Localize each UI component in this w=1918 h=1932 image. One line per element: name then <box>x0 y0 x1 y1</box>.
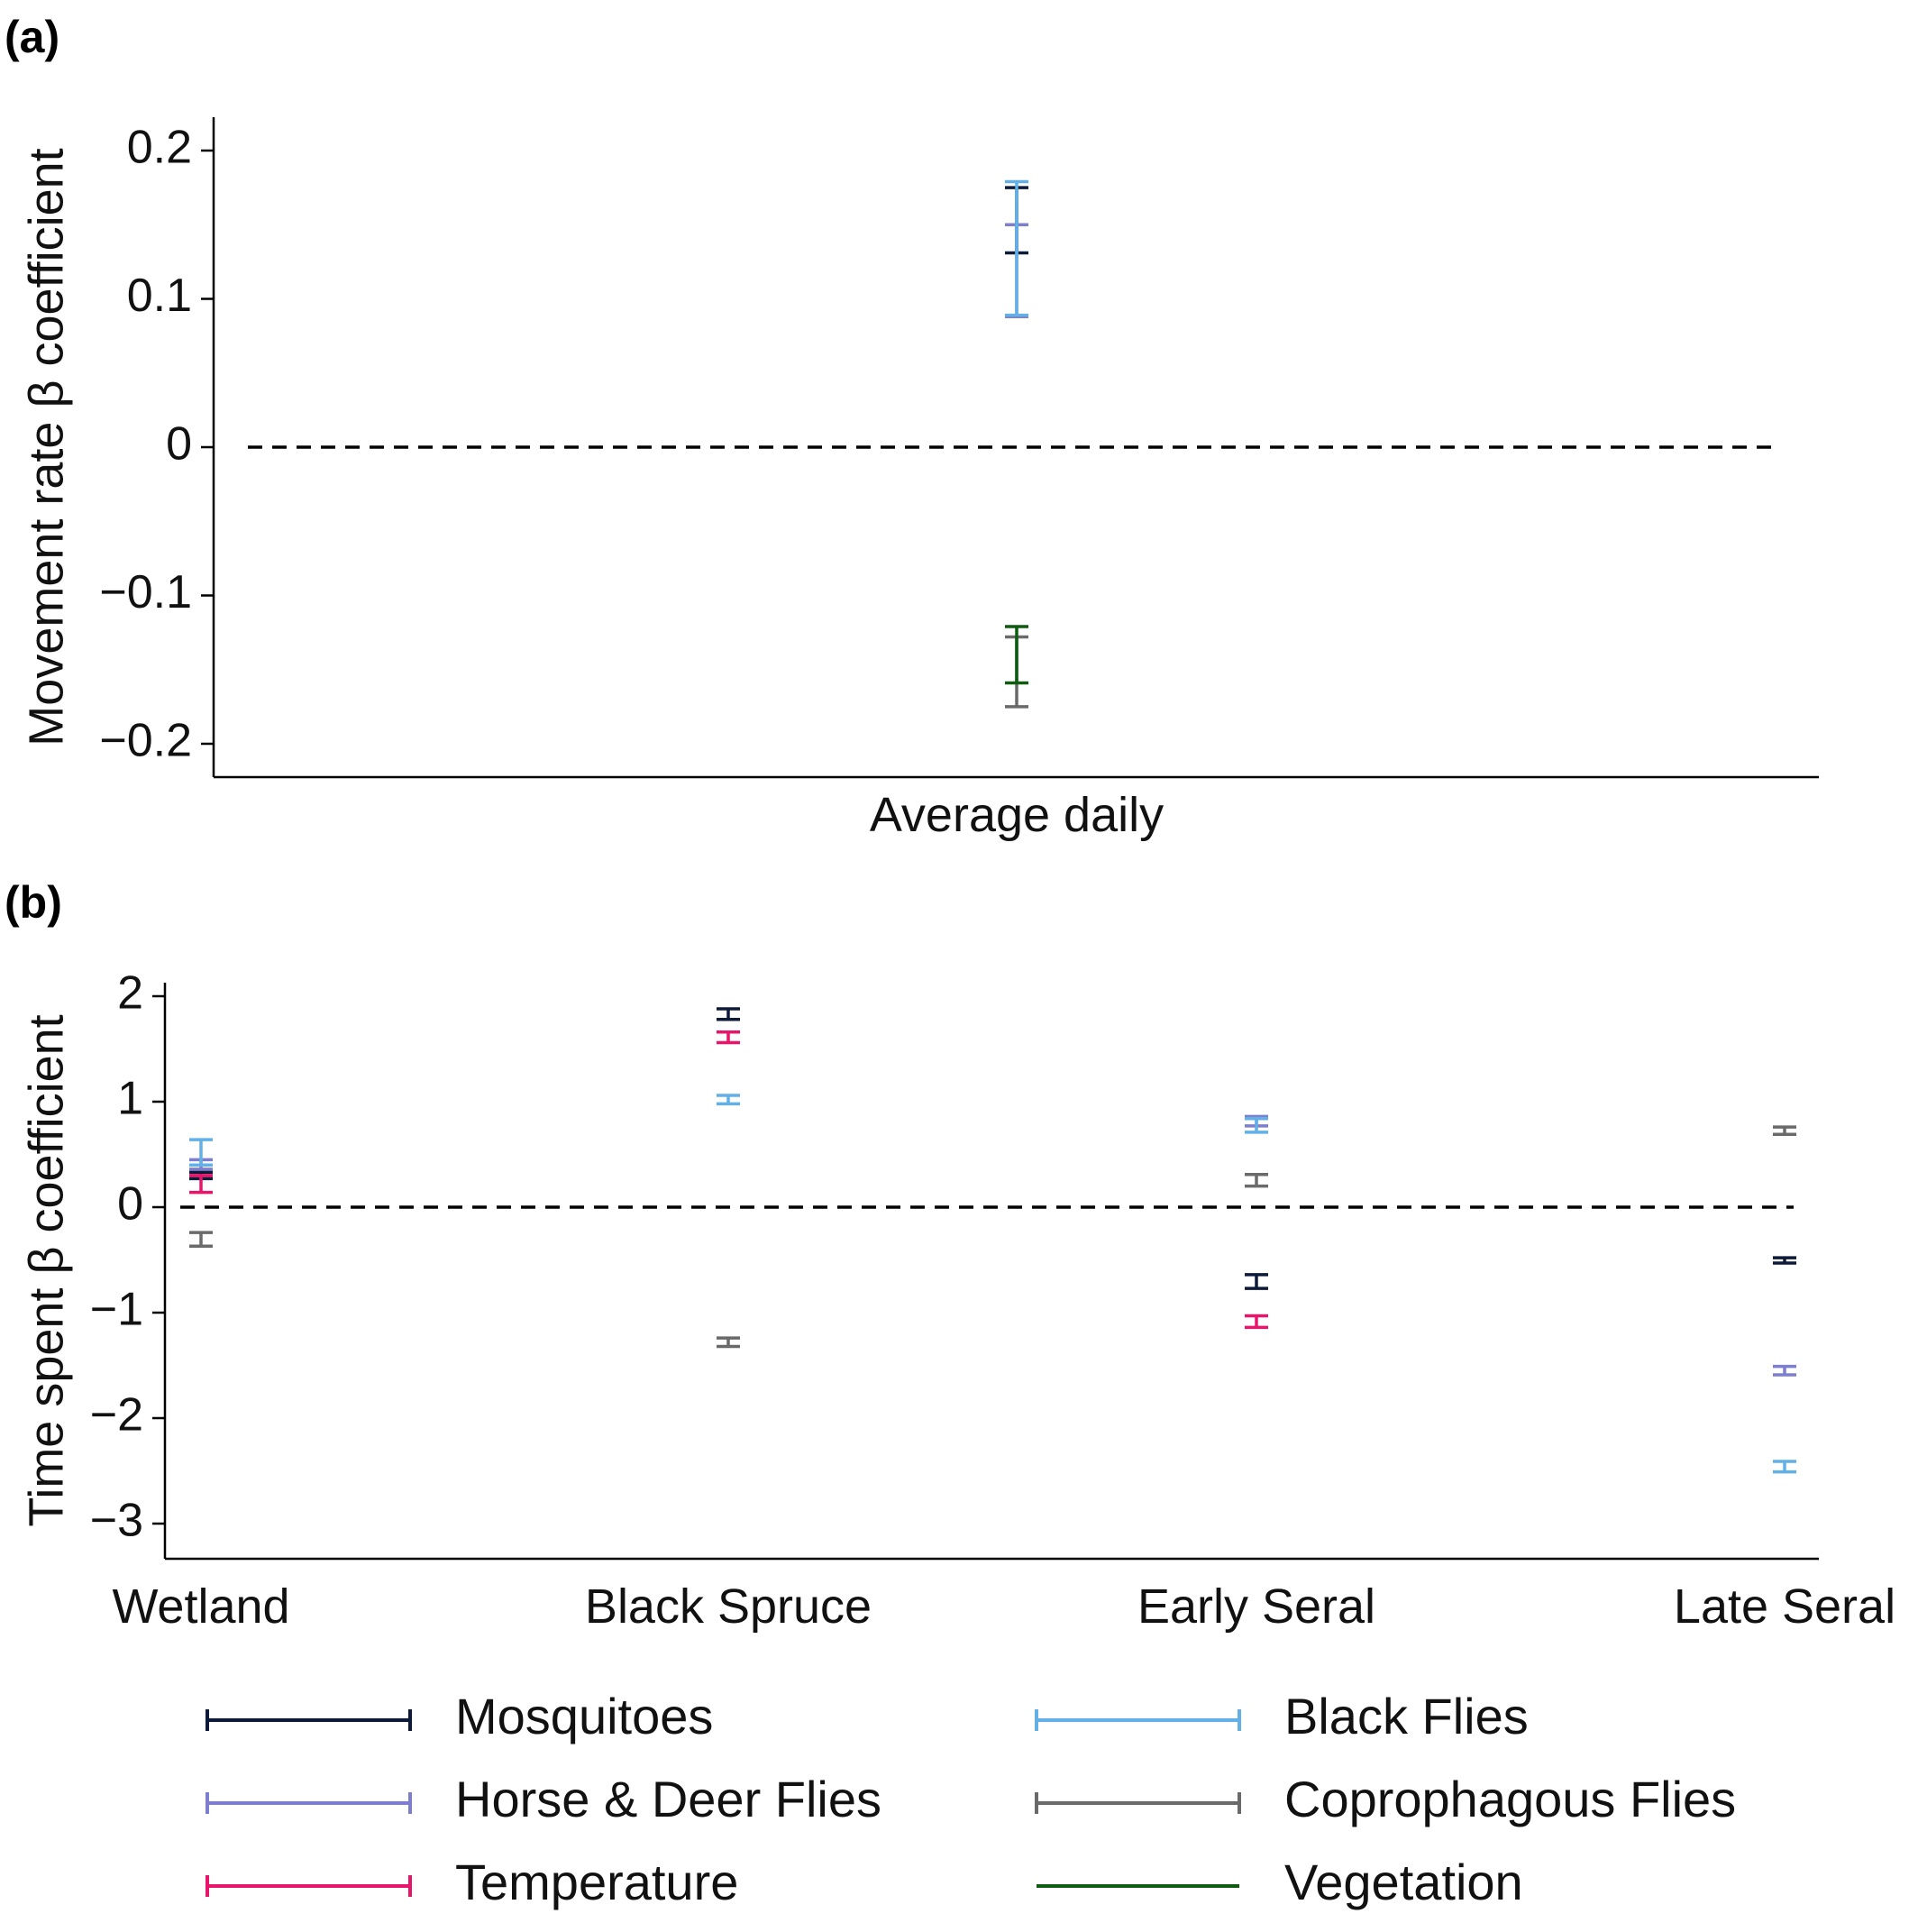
panel-b-y-axis-title: Time spent β coefficient <box>19 1014 73 1526</box>
legend-label-coprophagous-flies: Coprophagous Flies <box>1284 1771 1736 1827</box>
panel-b-x-category-label: Black Spruce <box>585 1579 872 1634</box>
panel-a-label: (a) <box>5 12 59 62</box>
panel-b-x-category-label: Wetland <box>112 1579 289 1634</box>
panel-a-y-tick-label: 0.1 <box>127 270 192 322</box>
legend-label-black-flies: Black Flies <box>1284 1688 1529 1744</box>
panel-b-label: (b) <box>5 877 62 928</box>
panel-a-y-tick-label: −0.2 <box>99 715 192 767</box>
panel-b-x-category-label: Early Seral <box>1137 1579 1375 1634</box>
panel-a-y-tick-label: −0.1 <box>99 566 192 618</box>
legend-label-vegetation: Vegetation <box>1284 1854 1523 1910</box>
panel-a-x-category-label: Average daily <box>870 788 1164 842</box>
panel-a-y-axis-title: Movement rate β coefficient <box>19 148 73 746</box>
panel-b-x-category-label: Late Seral <box>1674 1579 1895 1634</box>
panel-b-y-tick-label: 0 <box>117 1178 143 1231</box>
legend-label-mosquitoes: Mosquitoes <box>455 1688 713 1744</box>
legend-label-temperature: Temperature <box>455 1854 738 1910</box>
panel-b-y-tick-label: 1 <box>117 1073 143 1125</box>
legend-label-horse-deer-flies: Horse & Deer Flies <box>455 1771 881 1827</box>
panel-a-y-tick-label: 0 <box>166 418 192 471</box>
panel-b-y-tick-label: −1 <box>90 1284 143 1336</box>
panel-b-y-tick-label: 2 <box>117 967 143 1020</box>
panel-a-y-tick-label: 0.2 <box>127 122 192 174</box>
panel-b-y-tick-label: −3 <box>90 1495 143 1547</box>
panel-b-y-tick-label: −2 <box>90 1389 143 1442</box>
